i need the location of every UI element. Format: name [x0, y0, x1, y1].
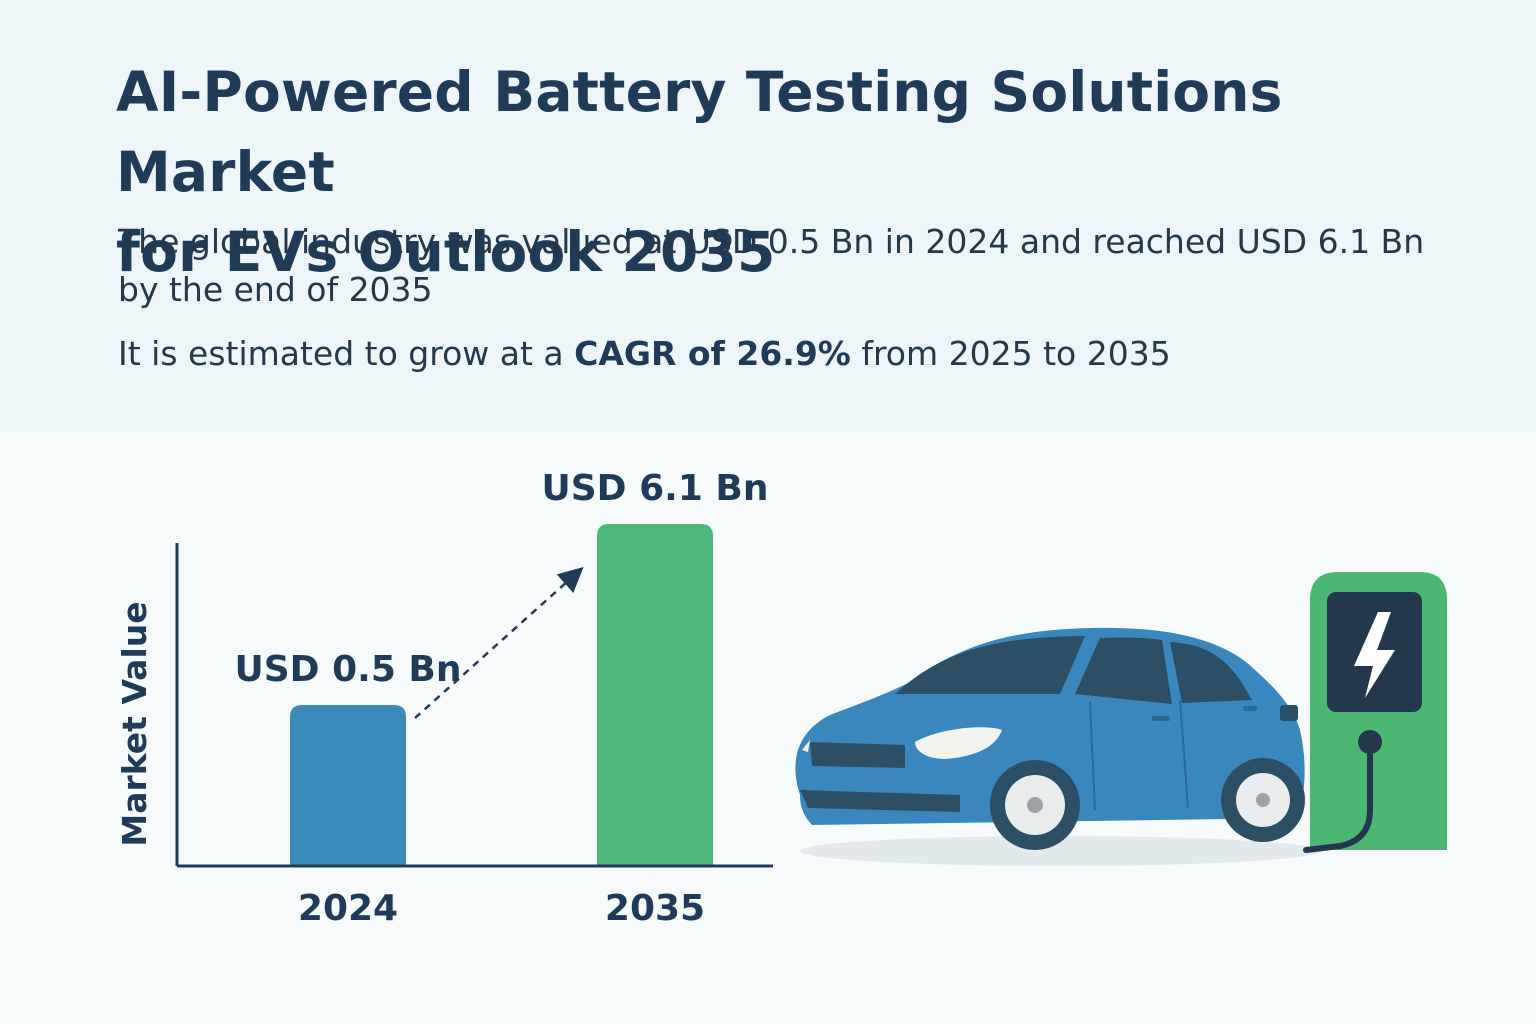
lightning-bolt-icon: [1354, 612, 1395, 698]
cagr-value: CAGR of 26.9%: [574, 334, 851, 373]
cagr-statement: It is estimated to grow at a CAGR of 26.…: [118, 330, 1498, 378]
summary-line-1: The global industry was valued at USD 0.…: [118, 222, 1425, 261]
cagr-prefix: It is estimated to grow at a: [118, 334, 575, 373]
summary-line-2: by the end of 2035: [118, 270, 433, 309]
x-tick-label-2024: 2024: [298, 888, 398, 929]
ev-car-icon: [795, 627, 1320, 866]
data-label-2024: USD 0.5 Bn: [235, 649, 462, 690]
bars-layer: USD 0.5 Bn 2024 USD 6.1 Bn 2035: [235, 468, 769, 929]
charging-station-icon: [1303, 572, 1447, 853]
header-panel: AI-Powered Battery Testing Solutions Mar…: [0, 0, 1536, 432]
x-tick-label-2035: 2035: [605, 888, 705, 929]
title-line-1: AI-Powered Battery Testing Solutions Mar…: [116, 60, 1283, 204]
y-axis-label: Market Value: [115, 601, 154, 846]
market-summary: The global industry was valued at USD 0.…: [118, 218, 1498, 314]
data-label-2035: USD 6.1 Bn: [542, 468, 769, 509]
page-title: AI-Powered Battery Testing Solutions Mar…: [116, 52, 1506, 292]
title-line-2: for EVs Outlook 2035: [116, 220, 776, 284]
bar-2024: [290, 705, 406, 865]
growth-arrow: [414, 566, 584, 719]
bar-2035: [597, 524, 713, 865]
cagr-suffix: from 2025 to 2035: [850, 334, 1171, 373]
